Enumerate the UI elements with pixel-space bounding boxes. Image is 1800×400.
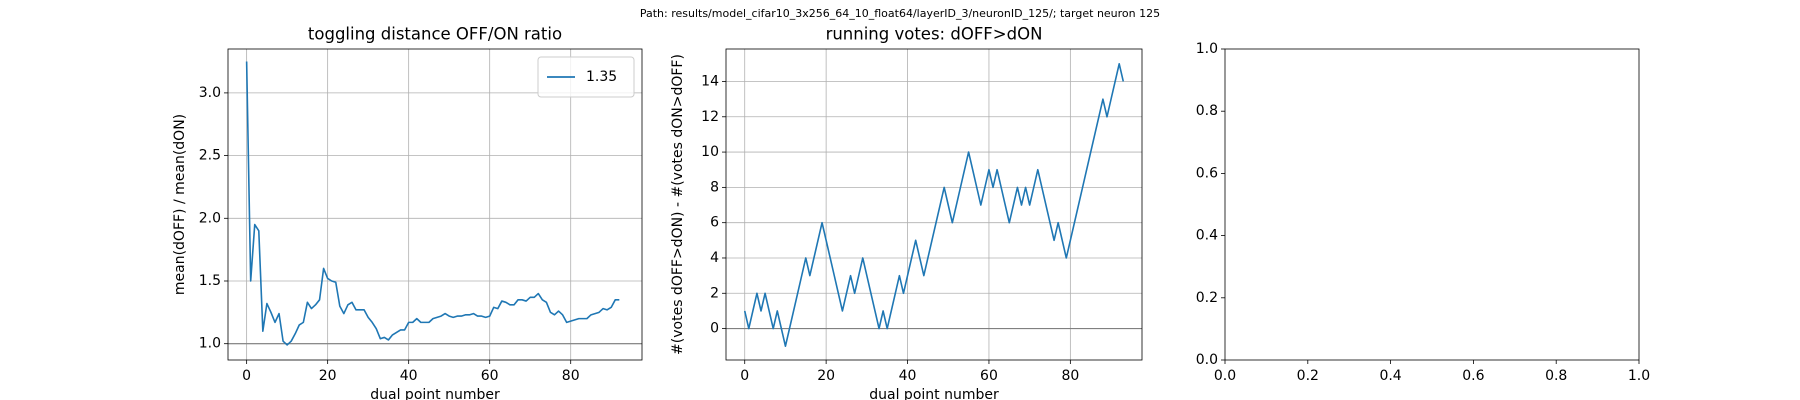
x-axis-label: dual point number	[869, 387, 999, 400]
y-tick-label: 0.0	[1196, 352, 1218, 368]
x-tick-label: 0.4	[1379, 368, 1401, 384]
data-line	[743, 63, 1125, 348]
x-tick-label: 80	[562, 368, 580, 384]
suptitle: Path: results/model_cifar10_3x256_64_10_…	[640, 7, 1160, 20]
x-axis-label: dual point number	[370, 387, 500, 400]
y-tick-label: 2	[710, 285, 719, 301]
x-tick-label: 60	[980, 368, 998, 384]
x-tick-label: 40	[400, 368, 418, 384]
x-tick-label: 20	[319, 368, 337, 384]
y-tick-label: 1.0	[199, 336, 221, 352]
x-tick-label: 0.6	[1462, 368, 1484, 384]
x-tick-label: 0.2	[1297, 368, 1319, 384]
y-tick-label: 0.4	[1196, 228, 1218, 244]
y-tick-label: 0.2	[1196, 290, 1218, 306]
y-tick-label: 0.6	[1196, 165, 1218, 181]
legend-label: 1.35	[586, 69, 617, 85]
chart-title: toggling distance OFF/ON ratio	[308, 25, 562, 44]
y-tick-label: 2.5	[199, 148, 221, 164]
y-tick-label: 3.0	[199, 85, 221, 101]
y-tick-label: 2.0	[199, 210, 221, 226]
y-tick-label: 14	[701, 73, 719, 89]
x-tick-label: 40	[899, 368, 917, 384]
legend-frame	[537, 56, 635, 98]
x-tick-label: 60	[481, 368, 499, 384]
y-tick-label: 4	[710, 250, 719, 266]
x-tick-label: 0	[242, 368, 251, 384]
axes-frame	[725, 48, 1143, 361]
y-tick-label: 1.0	[1196, 41, 1218, 57]
x-tick-label: 0	[740, 368, 749, 384]
y-tick-label: 6	[710, 215, 719, 231]
y-tick-label: 1.5	[199, 273, 221, 289]
y-tick-label: 0.8	[1196, 103, 1218, 119]
y-tick-label: 0	[710, 321, 719, 337]
axes-frame	[1224, 48, 1640, 361]
data-line	[245, 61, 620, 346]
legend: 1.35	[537, 56, 635, 98]
y-axis-label: mean(dOFF) / mean(dON)	[172, 114, 188, 295]
y-tick-label: 10	[701, 144, 719, 160]
y-tick-label: 8	[710, 179, 719, 195]
x-tick-label: 20	[817, 368, 835, 384]
x-tick-label: 0.8	[1545, 368, 1567, 384]
x-tick-label: 1.0	[1628, 368, 1650, 384]
axes-frame	[227, 48, 643, 361]
y-tick-label: 12	[701, 109, 719, 125]
y-axis-label: #(votes dOFF>dON) - #(votes dON>dOFF)	[670, 54, 686, 355]
x-tick-label: 80	[1061, 368, 1079, 384]
x-tick-label: 0.0	[1214, 368, 1236, 384]
chart-title: running votes: dOFF>dON	[826, 25, 1043, 44]
